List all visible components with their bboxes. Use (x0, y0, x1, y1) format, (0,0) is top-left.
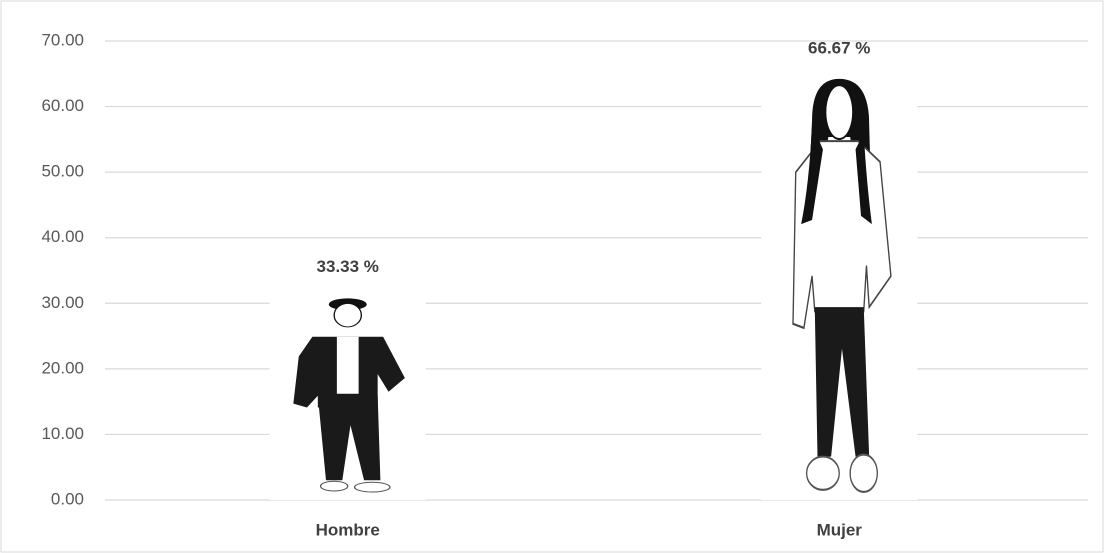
value-label: 33.33 % (317, 257, 379, 276)
figure-part (334, 303, 361, 327)
y-tick-label: 60.00 (41, 96, 84, 115)
y-tick-label: 10.00 (41, 424, 84, 443)
x-tick-label: Mujer (817, 520, 863, 539)
y-tick-label: 20.00 (41, 358, 84, 377)
x-tick-label: Hombre (316, 520, 380, 539)
y-tick-label: 0.00 (51, 489, 84, 508)
figure-part (337, 337, 359, 394)
y-tick-label: 50.00 (41, 162, 84, 181)
chart-border (1, 1, 1103, 552)
chart: 0.00 10.00 20.00 30.00 40.00 50.00 60.00 70.00 H… (0, 0, 1104, 553)
y-tick-label: 40.00 (41, 227, 84, 246)
y-tick-label: 30.00 (41, 293, 84, 312)
figure-part (355, 482, 390, 492)
y-tick-label: 70.00 (41, 30, 84, 49)
figure-part (321, 481, 348, 491)
value-label: 66.67 % (808, 38, 870, 57)
figure-part (807, 457, 840, 490)
figure-part (826, 85, 853, 139)
figure-part (850, 455, 877, 492)
